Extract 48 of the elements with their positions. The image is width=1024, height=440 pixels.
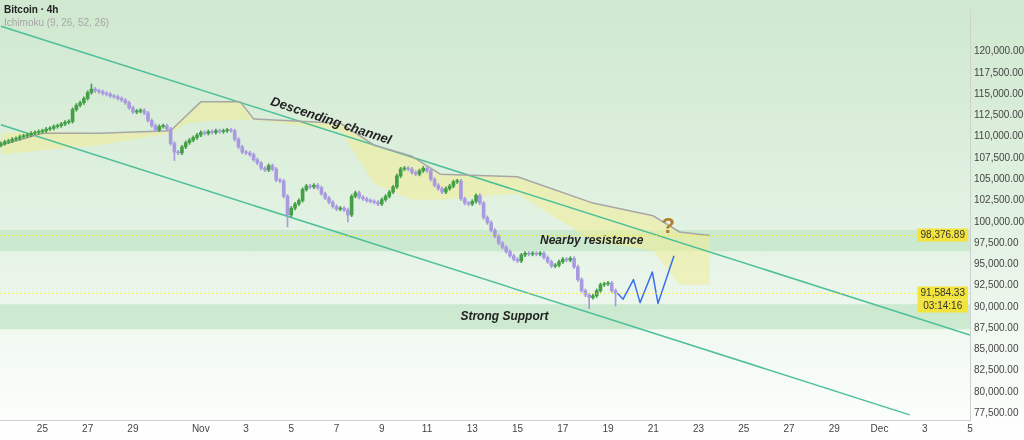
chart-title: Bitcoin · 4h <box>4 3 60 16</box>
y-tick-label: 85,000.00 <box>974 343 1019 355</box>
x-tick-label: 5 <box>288 422 295 434</box>
y-tick-label: 120,000.00 <box>974 45 1024 57</box>
x-tick-label: 5 <box>967 422 974 434</box>
x-tick-label: 29 <box>828 422 841 434</box>
text: Ichimoku (9, 26, 52, 26) <box>4 16 110 29</box>
x-tick-label: 19 <box>602 422 615 434</box>
x-tick-label: Nov <box>191 422 210 434</box>
candlestick <box>587 292 591 309</box>
y-tick-label: 80,000.00 <box>974 385 1019 397</box>
annotation: ? <box>661 212 675 238</box>
band-label: Nearby resistance <box>540 232 644 247</box>
x-tick-label: 3 <box>921 422 928 434</box>
x-tick-label: 3 <box>243 422 250 434</box>
x-tick-label: 21 <box>647 422 660 434</box>
y-tick-label: 97,500.00 <box>974 236 1019 248</box>
x-tick-label: 27 <box>783 422 796 434</box>
x-tick-label: 11 <box>421 422 433 434</box>
y-tick-label: 112,500.00 <box>974 109 1024 121</box>
x-tick-label: 7 <box>333 422 340 434</box>
x-tick-label: 29 <box>127 422 139 434</box>
y-tick-label: 102,500.00 <box>974 194 1024 206</box>
x-tick-label: 23 <box>692 422 705 434</box>
y-tick-label: 82,500.00 <box>974 364 1019 376</box>
y-tick-label: 87,500.00 <box>974 321 1019 333</box>
x-tick-label: 13 <box>466 422 479 434</box>
y-tick-label: 107,500.00 <box>974 151 1024 163</box>
x-tick-label: 25 <box>738 422 750 434</box>
y-tick-label: 90,000.00 <box>974 300 1019 312</box>
x-tick-label: 27 <box>82 422 94 434</box>
y-tick-label: 92,500.00 <box>974 279 1019 291</box>
x-tick-label: Dec <box>870 422 889 434</box>
annotation: 03:14:16 <box>923 300 963 312</box>
x-tick-label: 15 <box>511 422 524 434</box>
y-tick-label: 105,000.00 <box>974 173 1024 185</box>
ref-line-label: 98,376.89 <box>920 229 966 241</box>
band-label: Strong Support <box>460 309 550 324</box>
y-tick-label: 77,500.00 <box>974 406 1019 418</box>
x-tick-label: 9 <box>379 422 385 434</box>
y-tick-label: 117,500.00 <box>974 66 1024 78</box>
y-tick-label: 110,000.00 <box>974 130 1024 142</box>
y-tick-label: 100,000.00 <box>974 215 1024 227</box>
x-tick-label: 25 <box>36 422 49 434</box>
x-tick-label: 17 <box>557 422 569 434</box>
ref-line-label: 91,584.33 <box>920 287 966 299</box>
y-tick-label: 115,000.00 <box>974 87 1024 99</box>
y-tick-label: 95,000.00 <box>974 258 1019 270</box>
